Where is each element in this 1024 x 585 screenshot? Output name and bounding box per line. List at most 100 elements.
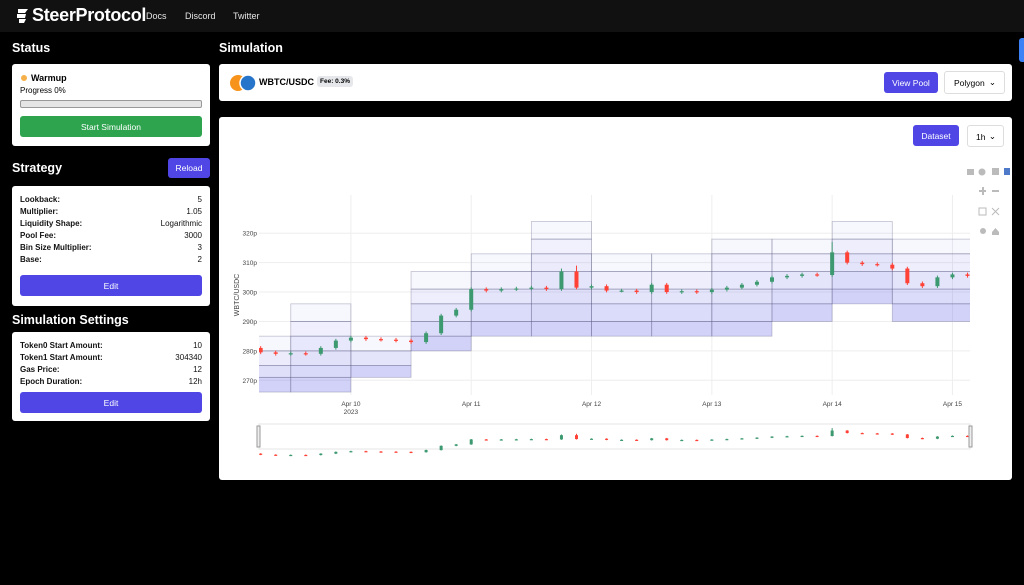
candle-body [318,347,323,354]
reload-button[interactable]: Reload [168,158,210,178]
liquidity-bin [711,321,773,337]
x-tick-label: Apr 10 [341,401,361,408]
start-button[interactable]: Start Simulation [20,116,202,137]
candle-body [499,439,503,441]
pool-card: WBTC/USDC Fee: 0.3% View Pool Polygon ⌄ [219,64,1012,101]
edit-button[interactable]: Edit [20,392,202,413]
liquidity-bin [831,221,893,240]
liquidity-bin [591,253,653,272]
modebar[interactable] [967,168,1010,235]
candle-body [304,454,308,457]
candle-body [348,337,353,341]
candle-body [424,450,428,453]
brand[interactable]: SteerProtocol [32,5,147,25]
candle-body [333,340,338,348]
y-tick-label: 320p [243,231,258,238]
interval-label: 1h [976,132,986,142]
detail-row: Pool Fee: 3000 [20,231,202,243]
candle-body [619,290,624,292]
nav-link[interactable]: Docs [146,11,167,21]
detail-row: Token1 Start Amount: 304340 [20,353,202,365]
status-dot [21,75,27,81]
candle-body [364,451,368,453]
candle-body [665,438,669,441]
x-tick-label: Apr 12 [582,401,602,408]
candle-body [349,451,353,453]
candle-body [965,274,970,276]
progress-label: Progress 0% [20,86,66,95]
candle-body [830,252,835,275]
candle-body [499,289,504,291]
candle-body [770,436,774,438]
liquidity-bin [771,288,833,305]
view-pool-button[interactable]: View Pool [884,72,938,93]
liquidity-bin [470,303,532,322]
nav-link[interactable]: Twitter [233,11,260,21]
dataset-button[interactable]: Dataset [913,125,959,146]
x-tick-label: Apr 13 [702,401,722,408]
navbar: SteerProtocol Docs Discord Twitter [0,0,1024,32]
candle-body [860,262,865,265]
liquidity-bin [651,271,713,290]
liquidity-bin [530,303,592,322]
candle-body [424,333,429,343]
status-state: Warmup [31,73,67,83]
liquidity-bin [651,253,713,272]
candle-body [469,439,473,445]
detail-label: Bin Size Multiplier: [20,243,92,252]
candle-body [890,264,895,269]
candle-body [289,454,293,457]
candle-body [334,451,338,454]
candle-body [589,286,594,288]
candle-body [965,435,969,438]
liquidity-bin [259,376,292,393]
detail-value: 2 [197,255,202,264]
edit-button[interactable]: Edit [20,275,202,296]
candle-body [259,347,263,353]
candle-body [590,438,594,440]
liquidity-bin [470,321,532,337]
liquidity-bin [530,221,592,240]
liquidity-bin [771,253,833,272]
candle-body [649,284,654,293]
side-tab[interactable] [1019,38,1024,62]
candle-body [484,289,489,291]
candle-body [709,289,714,293]
candle-body [694,291,699,293]
candle-body [890,433,894,435]
candle-body [755,437,759,439]
network-select[interactable]: Polygon ⌄ [944,71,1005,94]
interval-select[interactable]: 1h ⌄ [967,125,1004,147]
detail-label: Liquidity Shape: [20,219,83,228]
liquidity-bin [290,303,352,322]
candle-body [454,309,459,316]
candle-body [815,435,819,438]
detail-label: Token1 Start Amount: [20,353,103,362]
nav-link[interactable]: Discord [185,11,216,21]
range-handle [256,425,261,448]
settings-card: Edit Token0 Start Amount: 10 Token1 Start … [12,332,210,421]
candle-body [469,289,474,310]
candle-body [664,284,669,293]
detail-row: Lookback: 5 [20,195,202,207]
detail-row: Gas Price: 12 [20,365,202,377]
liquidity-bin [410,335,472,352]
y-tick-label: 270p [243,378,258,385]
detail-row: Token0 Start Amount: 10 [20,341,202,353]
detail-row: Base: 2 [20,255,202,267]
liquidity-bin [530,288,592,305]
candle-body [905,434,909,439]
candle-body [815,274,820,276]
detail-value: Logarithmic [160,219,202,228]
detail-row: Liquidity Shape: Logarithmic [20,219,202,231]
liquidity-bin [771,238,833,255]
detail-value: 1.05 [186,207,202,216]
pair-name: WBTC/USDC [259,77,314,87]
candle-body [394,451,398,453]
liquidity-bin [410,271,472,290]
candle-body [679,291,684,293]
liquidity-bin [891,253,970,272]
detail-label: Pool Fee: [20,231,57,240]
